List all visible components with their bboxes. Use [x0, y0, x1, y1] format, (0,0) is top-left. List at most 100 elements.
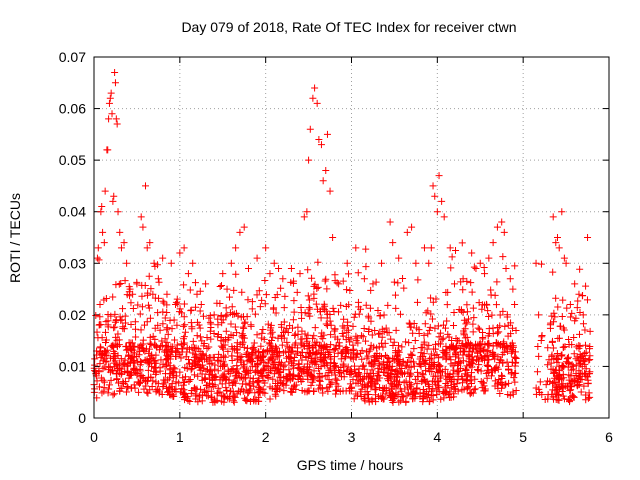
- y-tick-label: 0.05: [59, 152, 86, 168]
- x-axis-label: GPS time / hours: [297, 457, 404, 473]
- data-point: [546, 324, 554, 332]
- data-point: [479, 335, 487, 343]
- data-point: [450, 309, 458, 317]
- data-point: [113, 342, 121, 350]
- data-point: [181, 328, 189, 336]
- data-point: [285, 370, 293, 378]
- data-point: [495, 328, 503, 336]
- x-tick-label: 2: [262, 429, 270, 445]
- data-point: [433, 208, 441, 216]
- data-point: [489, 350, 497, 358]
- data-point: [496, 390, 504, 398]
- data-point: [127, 299, 135, 307]
- data-point: [390, 338, 398, 346]
- data-point: [236, 228, 244, 236]
- data-point: [147, 340, 155, 348]
- data-point: [405, 372, 413, 380]
- data-point: [411, 337, 419, 345]
- data-point: [333, 279, 341, 287]
- data-points: [90, 68, 594, 406]
- data-point: [207, 366, 215, 374]
- data-point: [131, 318, 139, 326]
- data-point: [483, 301, 491, 309]
- data-point: [226, 309, 234, 317]
- data-point: [408, 223, 416, 231]
- data-point: [390, 278, 398, 286]
- data-point: [138, 303, 146, 311]
- data-point: [248, 344, 256, 352]
- data-point: [326, 187, 334, 195]
- data-point: [185, 360, 193, 368]
- data-point: [322, 307, 330, 315]
- data-point: [438, 336, 446, 344]
- data-point: [477, 367, 485, 375]
- data-point: [115, 336, 123, 344]
- data-point: [544, 361, 552, 369]
- data-point: [288, 359, 296, 367]
- data-point: [203, 381, 211, 389]
- data-point: [467, 389, 475, 397]
- data-point: [105, 385, 113, 393]
- data-point: [228, 352, 236, 360]
- data-point: [502, 380, 510, 388]
- data-point: [305, 349, 313, 357]
- data-point: [109, 343, 117, 351]
- data-point: [253, 291, 261, 299]
- data-point: [283, 338, 291, 346]
- data-point: [509, 342, 517, 350]
- data-point: [371, 357, 379, 365]
- data-point: [338, 349, 346, 357]
- data-point: [290, 308, 298, 316]
- data-point: [176, 249, 184, 257]
- data-point: [449, 370, 457, 378]
- data-point: [206, 360, 214, 368]
- data-point: [488, 368, 496, 376]
- data-point: [269, 375, 277, 383]
- data-point: [452, 350, 460, 358]
- data-point: [104, 321, 112, 329]
- data-point: [354, 298, 362, 306]
- data-point: [143, 318, 151, 326]
- data-point: [447, 377, 455, 385]
- data-point: [277, 379, 285, 387]
- data-point: [164, 354, 172, 362]
- data-point: [297, 352, 305, 360]
- data-point: [498, 351, 506, 359]
- data-point: [95, 383, 103, 391]
- data-point: [392, 304, 400, 312]
- data-point: [579, 320, 587, 328]
- data-point: [151, 294, 159, 302]
- data-point: [296, 270, 304, 278]
- data-point: [378, 325, 386, 333]
- data-point: [278, 380, 286, 388]
- data-point: [350, 345, 358, 353]
- data-point: [136, 373, 144, 381]
- data-point: [248, 298, 256, 306]
- data-point: [256, 353, 264, 361]
- data-point: [420, 331, 428, 339]
- data-point: [290, 277, 298, 285]
- data-point: [511, 262, 519, 270]
- data-point: [499, 307, 507, 315]
- data-point: [313, 350, 321, 358]
- data-point: [421, 320, 429, 328]
- data-point: [102, 358, 110, 366]
- data-point: [111, 350, 119, 358]
- data-point: [406, 323, 414, 331]
- data-point: [346, 287, 354, 295]
- data-point: [127, 339, 135, 347]
- data-point: [312, 360, 320, 368]
- data-point: [474, 324, 482, 332]
- data-point: [264, 320, 272, 328]
- x-tick-label: 4: [433, 429, 441, 445]
- data-point: [125, 288, 133, 296]
- data-point: [534, 343, 542, 351]
- data-point: [189, 337, 197, 345]
- data-point: [554, 234, 561, 241]
- data-point: [459, 375, 467, 383]
- data-point: [556, 322, 564, 330]
- data-point: [481, 352, 489, 360]
- data-point: [284, 343, 292, 351]
- data-point: [143, 291, 151, 299]
- data-point: [568, 392, 576, 400]
